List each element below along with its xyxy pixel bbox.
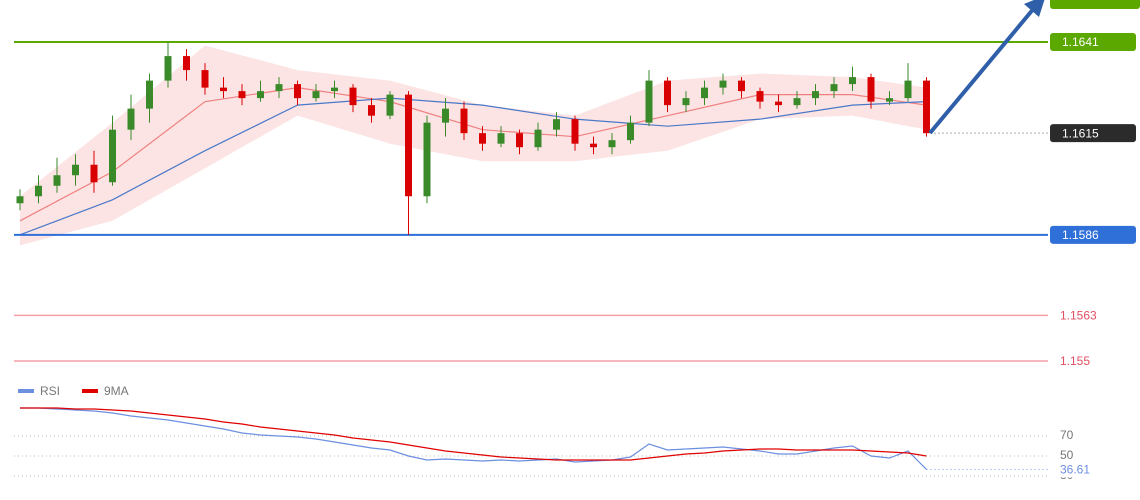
candle-body (516, 133, 523, 148)
indicator-line (20, 407, 927, 470)
candle-body (146, 80, 153, 109)
candle-body (312, 91, 320, 99)
candle-body (793, 98, 801, 106)
arrow-shaft (928, 5, 1037, 135)
candle-body (164, 56, 172, 81)
candle-body (386, 94, 394, 116)
candle-body (331, 87, 338, 92)
candle-body (682, 98, 690, 106)
candle-body (812, 91, 819, 99)
price-panel: 1.1641 1.1615 1.1586 1.1563 1.155 (14, 33, 1136, 368)
candle-body (183, 56, 190, 71)
candle-body (442, 108, 449, 123)
level-label-box (1050, 33, 1136, 52)
candle-body (534, 129, 542, 148)
bollinger-band (667, 73, 760, 151)
indicator-line (20, 407, 927, 461)
level-label-box (1050, 124, 1136, 143)
candle-body (53, 175, 61, 186)
candle-body (904, 80, 912, 99)
candle-body (701, 87, 708, 99)
rsi-panel: 305070RSI9MA36.61 (14, 384, 1102, 482)
candle-body (923, 80, 930, 134)
candle-body (571, 119, 579, 144)
last-value-label: 36.61 (1060, 463, 1090, 477)
candle-body (645, 80, 653, 123)
level-label: 1.155 (1060, 354, 1090, 368)
level-label-box (1050, 225, 1136, 244)
candle-body (886, 98, 893, 102)
candle-body (608, 140, 616, 148)
candle-body (35, 185, 42, 197)
candle-body (257, 91, 264, 99)
candle-body (479, 133, 486, 144)
candle-body (756, 91, 764, 102)
candle-body (90, 164, 98, 183)
candle-body (627, 122, 634, 141)
candle-body (127, 108, 135, 130)
candle-body (405, 94, 412, 197)
candle-body (220, 87, 227, 92)
forecast-arrow (928, 0, 1045, 135)
bollinger-band (20, 122, 113, 246)
candle-body (201, 70, 209, 88)
candle-body (738, 80, 745, 92)
candle-body (238, 91, 246, 99)
level-label: 1.1563 (1060, 309, 1097, 323)
candle-body (294, 84, 301, 99)
candle-body (275, 84, 283, 92)
candle-body (368, 105, 375, 116)
last-value-box (1052, 461, 1102, 478)
bollinger-band (575, 80, 668, 162)
candle-body (830, 84, 838, 92)
bollinger-band (205, 45, 298, 169)
candle-body (664, 80, 671, 106)
candle-body (553, 119, 560, 130)
candle-body (719, 80, 727, 88)
target-label-box (1050, 0, 1140, 9)
candle-body (423, 122, 431, 197)
bollinger-band (112, 45, 205, 221)
bollinger-band (297, 70, 390, 144)
y-tick-label: 50 (1060, 448, 1074, 462)
bollinger-band (390, 80, 483, 162)
candle-body (497, 133, 505, 144)
candle-body (460, 108, 468, 134)
level-label: 1.1586 (1062, 228, 1099, 242)
candle-body (109, 129, 116, 183)
legend-label: 9MA (104, 384, 129, 398)
moving-average (19, 97, 927, 236)
level-label: 1.1641 (1062, 35, 1099, 49)
bollinger-band (760, 73, 853, 120)
candle-body (590, 143, 597, 148)
candle-body (16, 196, 24, 204)
y-tick-label: 70 (1060, 428, 1074, 442)
candle-body (349, 87, 357, 106)
candle-body (775, 101, 782, 106)
level-label: 1.1615 (1062, 126, 1099, 140)
arrow-head (1024, 0, 1045, 17)
candle-body (867, 77, 875, 102)
legend-label: RSI (40, 384, 60, 398)
candle-body (849, 77, 856, 85)
candle-body (72, 164, 79, 176)
